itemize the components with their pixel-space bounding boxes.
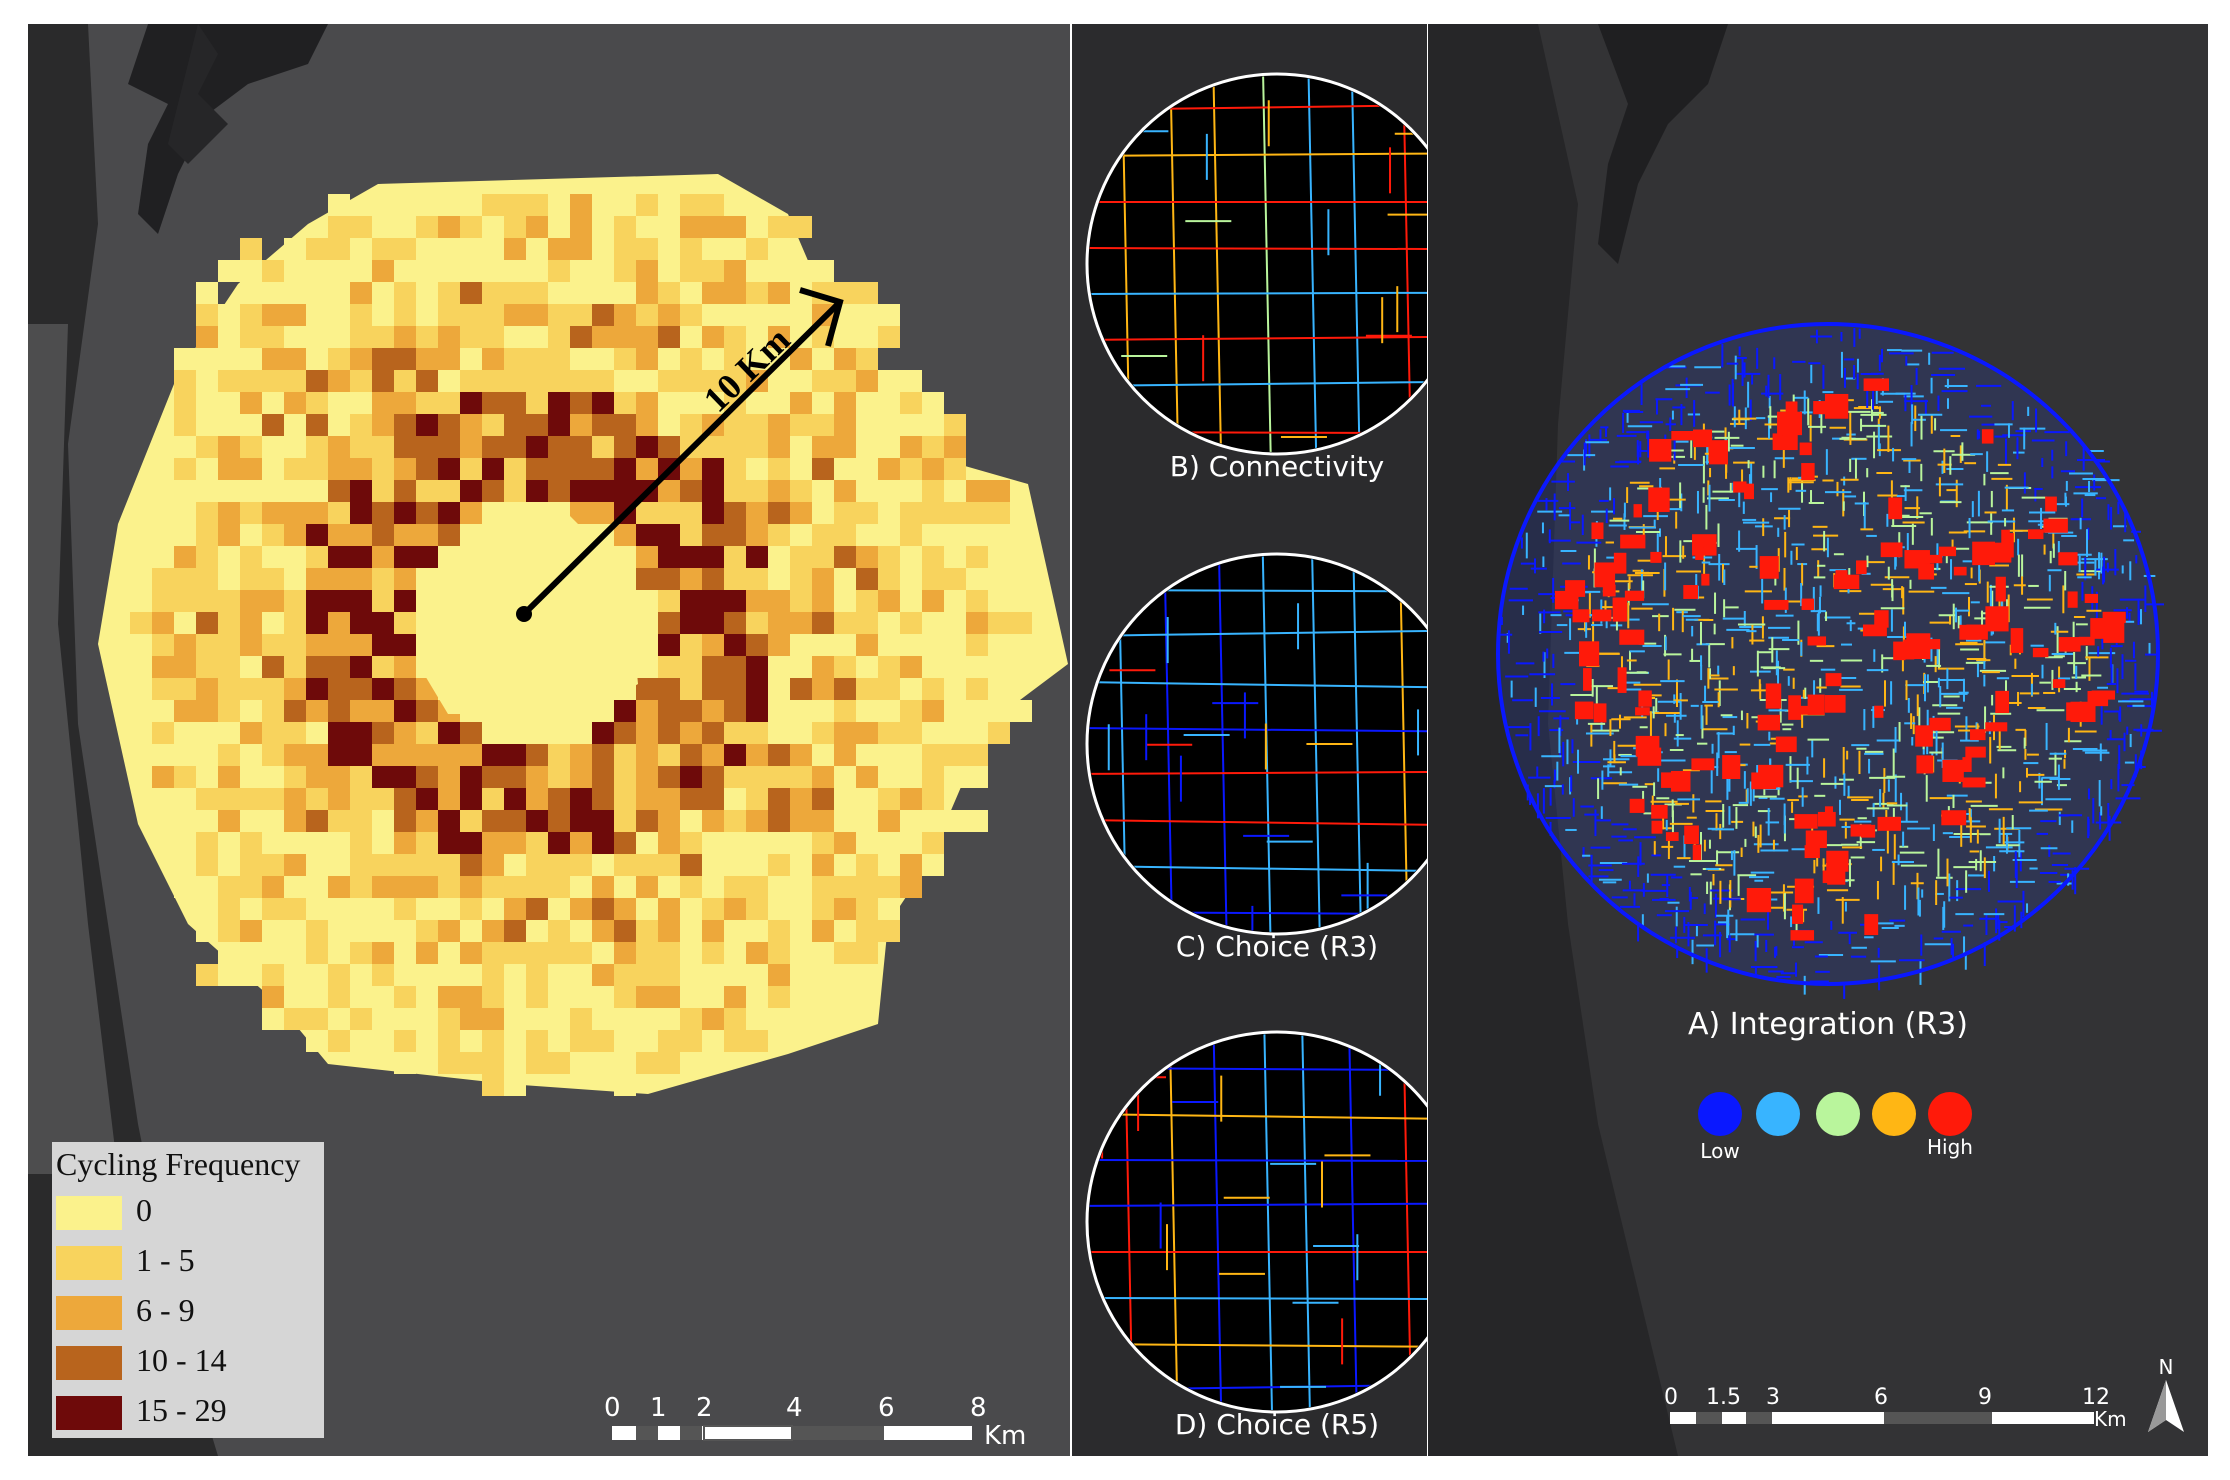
river-north-right	[1598, 24, 1728, 264]
inset-choice-r3: C) Choice (R3)	[1085, 552, 1427, 963]
right-scale-bar: 0 1.5 3 6 9 12 Km	[1664, 1385, 2127, 1431]
left-scale-tick: 0	[604, 1393, 621, 1423]
radius-arrow-line	[521, 301, 841, 617]
inset-panel: B) Connectivity C) Choice (R3) D) Choice…	[1072, 24, 1427, 1456]
legend-label: 0	[136, 1192, 152, 1228]
legend-label: 6 - 9	[136, 1292, 195, 1328]
study-area-grid	[98, 174, 1068, 1096]
right-scale-tick: 3	[1766, 1385, 1780, 1410]
legend-label: 10 - 14	[136, 1342, 227, 1378]
inset-choice-r5: D) Choice (R5)	[1085, 1030, 1427, 1441]
right-scale-tick: 9	[1978, 1385, 1992, 1410]
north-label: N	[2159, 1355, 2174, 1379]
legend-dot	[1756, 1092, 1800, 1136]
cycling-map-canvas: 10 Km 0 1 2 4 6 8 Km	[28, 24, 1068, 1456]
legend-dot	[1816, 1092, 1860, 1136]
integration-map: A) Integration (R3) Low High 0 1.5 3 6 9…	[1428, 24, 2208, 1456]
inset-label: D) Choice (R5)	[1175, 1408, 1379, 1441]
left-scale-tick: 4	[786, 1393, 803, 1423]
left-scale-tick: 2	[696, 1393, 713, 1423]
radius-arrow-head	[799, 287, 844, 347]
center-point	[516, 606, 532, 622]
legend-item: 10 - 14	[56, 1342, 316, 1382]
cycling-frequency-legend: Cycling Frequency 0 1 - 5 6 - 9 10 - 14 …	[52, 1142, 324, 1438]
inset-label: C) Choice (R3)	[1176, 930, 1378, 963]
legend-swatch	[56, 1346, 122, 1380]
left-scale-tick: 8	[970, 1393, 987, 1423]
legend-item: 0	[56, 1192, 316, 1232]
left-scale-bar: 0 1 2 4 6 8 Km	[604, 1393, 1026, 1451]
water-band	[1428, 24, 1678, 1456]
right-scale-tick: 6	[1874, 1385, 1888, 1410]
legend-swatch	[56, 1246, 122, 1280]
right-scale-tick: 1.5	[1706, 1385, 1741, 1410]
land-strip	[28, 324, 118, 1174]
legend-swatch	[56, 1396, 122, 1430]
legend-dot	[1872, 1092, 1916, 1136]
legend-item: 6 - 9	[56, 1292, 316, 1332]
river-north	[128, 24, 328, 234]
left-scale-tick: 1	[650, 1393, 667, 1423]
inset-label: B) Connectivity	[1170, 450, 1384, 483]
legend-title: Cycling Frequency	[56, 1146, 301, 1182]
right-scale-tick: 12	[2082, 1385, 2110, 1410]
legend-swatch	[56, 1196, 122, 1230]
integration-map-canvas: A) Integration (R3) Low High 0 1.5 3 6 9…	[1428, 24, 2184, 1456]
left-scale-tick: 6	[878, 1393, 895, 1423]
right-scale-unit: Km	[2094, 1407, 2127, 1431]
legend-dot-low	[1698, 1092, 1742, 1136]
cycling-frequency-map: 10 Km 0 1 2 4 6 8 Km	[28, 24, 1070, 1456]
legend-low-label: Low	[1700, 1139, 1739, 1163]
legend-dot-high	[1928, 1092, 1972, 1136]
legend-item: 15 - 29	[56, 1392, 316, 1432]
inset-connectivity: B) Connectivity	[1085, 72, 1427, 483]
river-inlet	[168, 24, 228, 164]
legend-label: 1 - 5	[136, 1242, 195, 1278]
legend-high-label: High	[1927, 1135, 1973, 1159]
integration-legend: Low High	[1698, 1092, 1973, 1163]
integration-network	[1496, 322, 2165, 999]
right-scale-tick: 0	[1664, 1385, 1678, 1410]
legend-label: 15 - 29	[136, 1392, 227, 1428]
north-arrow: N	[2148, 1355, 2184, 1432]
integration-title: A) Integration (R3)	[1688, 1007, 1968, 1042]
legend-swatch	[56, 1296, 122, 1330]
left-scale-unit: Km	[984, 1421, 1026, 1451]
inset-canvas: B) Connectivity C) Choice (R3) D) Choice…	[1085, 72, 1427, 1441]
legend-item: 1 - 5	[56, 1242, 316, 1282]
